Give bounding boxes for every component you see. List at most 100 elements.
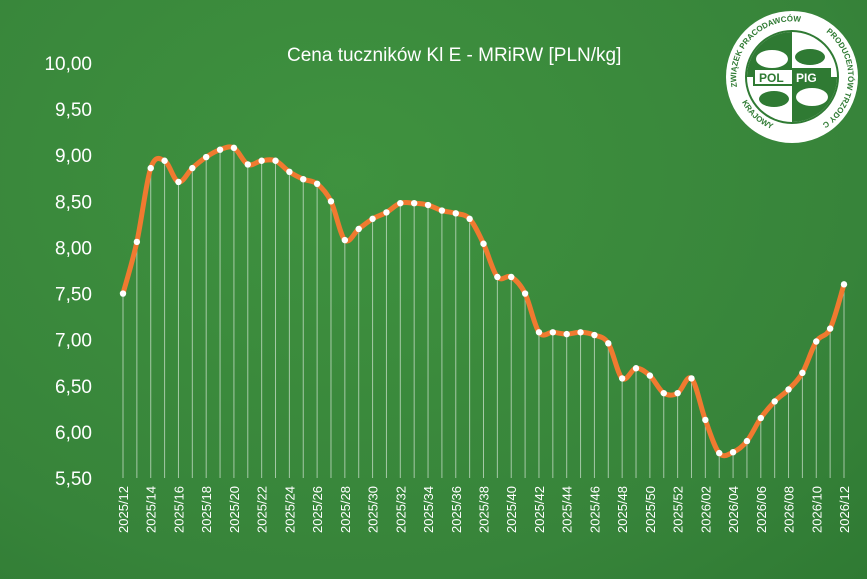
data-point: [175, 178, 182, 186]
data-point: [438, 207, 446, 214]
data-point: [729, 448, 737, 456]
data-point: [605, 340, 612, 347]
x-axis-ticks: 2025/12 2025/14 2025/16 2025/18 2025/20 2025/…: [116, 486, 852, 533]
x-tick-label: 2025/40: [504, 486, 519, 533]
x-tick-label: 2025/50: [643, 486, 658, 533]
x-tick-label: 2025/46: [587, 486, 602, 533]
x-tick-label: 2025/44: [560, 486, 575, 533]
data-point: [813, 338, 820, 345]
data-point: [230, 144, 238, 152]
x-tick-label: 2026/02: [698, 486, 713, 533]
data-point: [535, 329, 543, 336]
data-point: [563, 330, 570, 338]
data-point: [549, 329, 557, 336]
data-point: [702, 416, 709, 424]
data-point: [410, 199, 418, 207]
data-point: [785, 386, 792, 393]
logo-pig: PIG: [796, 71, 817, 85]
data-point: [355, 225, 362, 233]
x-tick-label: 2026/12: [837, 486, 852, 533]
x-tick-label: 2025/22: [255, 486, 270, 533]
y-tick-label: 7,00: [55, 331, 92, 352]
data-point: [826, 325, 834, 332]
y-tick-label: 6,50: [55, 377, 92, 398]
data-point: [632, 365, 640, 372]
data-point: [508, 273, 515, 281]
x-tick-label: 2025/48: [615, 486, 630, 533]
x-tick-label: 2026/04: [726, 486, 741, 533]
data-point: [618, 375, 626, 382]
x-tick-label: 2025/16: [171, 486, 186, 533]
x-tick-label: 2025/28: [338, 486, 353, 533]
data-point: [244, 161, 251, 168]
data-points: [119, 144, 848, 457]
x-tick-label: 2026/08: [782, 486, 797, 533]
data-point: [147, 164, 154, 172]
data-point: [133, 238, 141, 246]
data-point: [383, 209, 390, 216]
data-point: [799, 369, 806, 377]
x-tick-label: 2025/30: [366, 486, 381, 533]
data-point: [452, 210, 459, 217]
y-tick-label: 7,50: [55, 285, 92, 306]
data-point: [494, 273, 501, 281]
data-point: [341, 236, 349, 244]
drop-lines: [122, 147, 845, 478]
y-tick-label: 10,00: [44, 54, 92, 75]
data-point: [688, 375, 695, 382]
data-point: [660, 389, 667, 397]
x-tick-label: 2025/20: [227, 486, 242, 533]
data-point: [480, 240, 487, 247]
y-tick-label: 6,00: [55, 423, 92, 444]
x-tick-label: 2025/18: [199, 486, 214, 533]
data-point: [424, 201, 432, 209]
x-tick-label: 2025/42: [532, 486, 547, 533]
x-tick-label: 2026/06: [754, 486, 769, 533]
data-point: [521, 290, 529, 297]
x-tick-label: 2025/24: [282, 486, 297, 533]
data-point: [202, 153, 210, 161]
data-point: [397, 199, 404, 207]
data-point: [757, 414, 765, 422]
data-point: [743, 437, 751, 445]
x-tick-label: 2025/36: [449, 486, 464, 533]
data-point: [286, 168, 293, 176]
y-tick-label: 9,00: [55, 146, 92, 167]
data-point: [466, 215, 473, 223]
y-tick-label: 8,00: [55, 238, 92, 259]
polpig-logo-icon: POL PIG ZWIĄZEK PRACODAWCÓW PRODUCENTÓW …: [726, 11, 858, 143]
data-point: [577, 329, 584, 336]
x-tick-label: 2025/38: [477, 486, 492, 533]
x-tick-label: 2025/14: [144, 486, 159, 533]
x-tick-label: 2025/34: [421, 486, 436, 533]
data-point: [258, 157, 265, 164]
data-point: [327, 198, 335, 205]
y-tick-label: 5,50: [55, 469, 92, 490]
data-point: [591, 331, 598, 339]
y-tick-label: 8,50: [55, 192, 92, 213]
x-tick-label: 2025/32: [393, 486, 408, 533]
data-point: [216, 146, 224, 153]
data-point: [716, 449, 723, 457]
data-point: [313, 180, 321, 188]
logo-pol: POL: [759, 71, 784, 85]
data-point: [300, 176, 307, 183]
data-point: [674, 389, 681, 397]
data-point: [840, 281, 848, 288]
x-tick-label: 2025/12: [116, 486, 131, 533]
data-point: [189, 164, 196, 172]
data-point: [646, 372, 654, 379]
data-point: [119, 290, 127, 297]
y-tick-label: 9,50: [55, 100, 92, 121]
data-point: [369, 215, 376, 223]
data-point: [771, 398, 778, 405]
data-point: [272, 157, 279, 164]
y-axis-ticks: 5,50 6,00 6,50 7,00 7,50 8,00 8,50 9,00 9,50 10,0…: [44, 54, 92, 490]
x-tick-label: 2026/10: [809, 486, 824, 533]
x-tick-label: 2025/26: [310, 486, 325, 533]
data-point: [161, 157, 168, 164]
chart-title: Cena tuczników Kl E - MRiRW [PLN/kg]: [287, 45, 621, 66]
x-tick-label: 2025/52: [671, 486, 686, 533]
